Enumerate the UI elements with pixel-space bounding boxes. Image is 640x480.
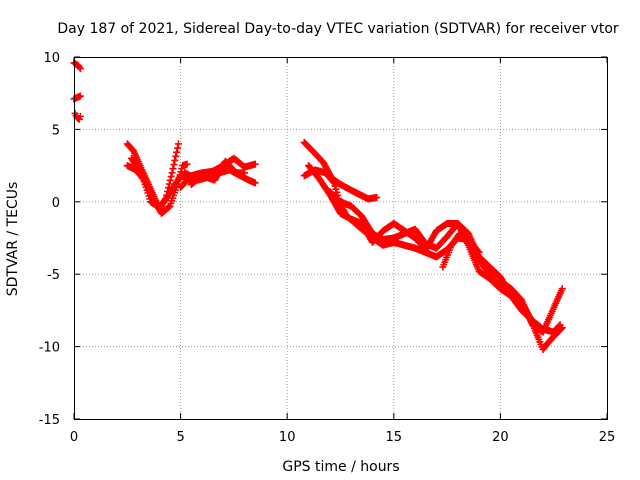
data-point: [558, 285, 566, 293]
data-point: [76, 65, 84, 73]
data-point: [75, 63, 83, 71]
data-point: [373, 193, 381, 201]
data-point: [173, 148, 181, 156]
chart-title: Day 187 of 2021, Sidereal Day-to-day VTE…: [57, 21, 619, 37]
data-point: [169, 165, 177, 173]
x-tick-label: 5: [176, 430, 184, 445]
data-point: [171, 156, 179, 164]
data-point: [558, 324, 566, 332]
series-s12: [496, 277, 566, 336]
data-point: [241, 169, 249, 177]
data-point: [329, 178, 337, 186]
x-tick-label: 25: [599, 430, 616, 445]
y-axis-label: SDTVAR / TECUs: [5, 182, 21, 297]
x-tick-label: 15: [386, 430, 403, 445]
series-s6: [187, 157, 249, 188]
x-axis-label: GPS time / hours: [282, 459, 399, 475]
data-point: [165, 180, 173, 188]
data-point: [168, 169, 176, 177]
y-tick-label: 0: [52, 196, 60, 211]
data-point: [166, 176, 174, 184]
series-early-b: [70, 92, 84, 103]
series-early-c: [71, 109, 84, 123]
y-tick-label: -5: [47, 268, 60, 283]
data-point: [174, 140, 182, 148]
x-tick-label: 20: [492, 430, 509, 445]
data-points: [70, 59, 566, 353]
data-point: [137, 170, 145, 178]
y-tick-label: 5: [52, 123, 60, 138]
data-point: [251, 179, 259, 187]
data-point: [172, 152, 180, 160]
data-point: [183, 160, 191, 168]
data-point: [557, 325, 565, 333]
y-tick-label: -15: [39, 413, 60, 428]
data-point: [251, 160, 259, 168]
series-early: [70, 59, 84, 73]
data-point: [170, 161, 178, 169]
data-point: [76, 92, 84, 100]
data-point: [174, 144, 182, 152]
data-point: [167, 173, 175, 181]
y-tick-label: -10: [39, 341, 60, 356]
x-tick-label: 0: [70, 430, 78, 445]
grid-lines: [74, 57, 607, 419]
plot-frame: [74, 57, 608, 420]
x-tick-label: 10: [279, 430, 296, 445]
series-s8: [300, 166, 483, 261]
axis-ticks: 0 5 10 15 20 25 10 5 0 -5 -10 -15: [39, 51, 616, 445]
data-point: [76, 112, 84, 120]
y-tick-label: 10: [43, 51, 60, 66]
